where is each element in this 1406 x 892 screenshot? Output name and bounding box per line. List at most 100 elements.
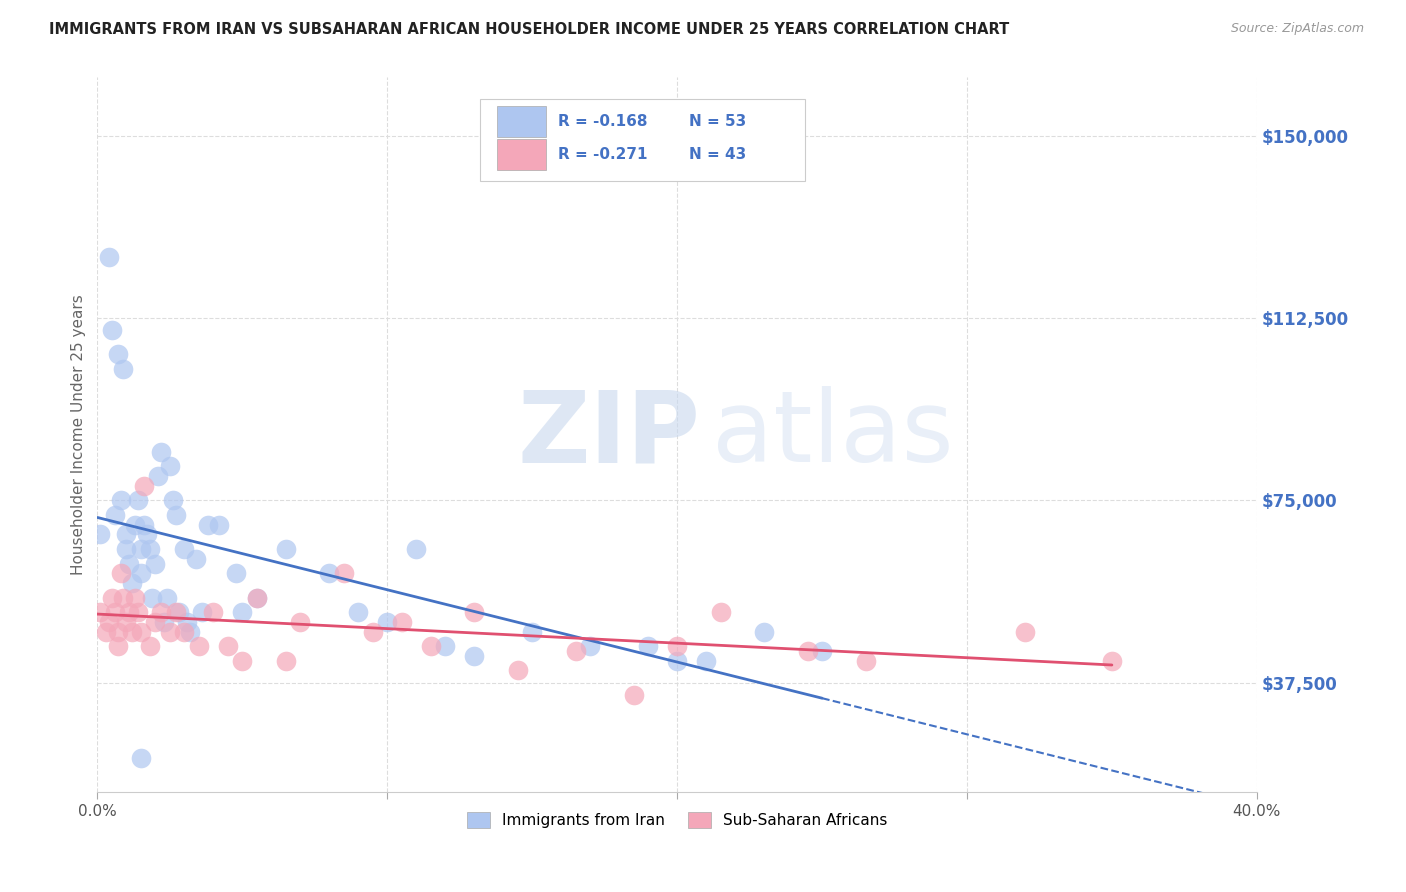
Text: Source: ZipAtlas.com: Source: ZipAtlas.com [1230, 22, 1364, 36]
Point [463, 605, 485, 619]
Point [115, 527, 138, 541]
Point [153, 615, 176, 629]
Point [463, 648, 485, 663]
Point [579, 639, 602, 653]
Point [162, 493, 184, 508]
Point [274, 541, 297, 556]
Y-axis label: Householder Income Under 25 years: Householder Income Under 25 years [72, 294, 86, 575]
Point [132, 517, 155, 532]
Point [405, 541, 427, 556]
Point [202, 605, 225, 619]
Legend: Immigrants from Iran, Sub-Saharan Africans: Immigrants from Iran, Sub-Saharan Africa… [461, 806, 893, 834]
Point [135, 527, 157, 541]
Point [127, 493, 149, 508]
Point [129, 541, 152, 556]
Point [666, 639, 689, 653]
Point [129, 624, 152, 639]
Text: N = 53: N = 53 [689, 114, 747, 129]
Point [695, 654, 717, 668]
Point [148, 469, 170, 483]
Point [173, 624, 195, 639]
Point [231, 605, 253, 619]
Point [89, 605, 111, 619]
Point [101, 323, 124, 337]
Text: R = -0.271: R = -0.271 [558, 147, 647, 162]
Point [855, 654, 877, 668]
FancyBboxPatch shape [498, 139, 546, 170]
Point [811, 644, 834, 658]
Point [419, 639, 441, 653]
Point [97, 250, 120, 264]
Point [666, 654, 689, 668]
Point [332, 566, 354, 581]
Point [150, 605, 173, 619]
FancyBboxPatch shape [498, 106, 546, 137]
Text: IMMIGRANTS FROM IRAN VS SUBSAHARAN AFRICAN HOUSEHOLDER INCOME UNDER 25 YEARS COR: IMMIGRANTS FROM IRAN VS SUBSAHARAN AFRIC… [49, 22, 1010, 37]
Point [150, 444, 173, 458]
Text: atlas: atlas [711, 386, 953, 483]
Point [138, 541, 160, 556]
Point [94, 624, 117, 639]
Point [246, 591, 269, 605]
Point [97, 615, 120, 629]
Point [197, 517, 219, 532]
Point [89, 527, 111, 541]
Point [110, 493, 132, 508]
Point [112, 362, 135, 376]
Point [796, 644, 818, 658]
Point [1014, 624, 1036, 639]
Point [115, 541, 138, 556]
Point [143, 557, 166, 571]
Point [121, 576, 143, 591]
Point [347, 605, 370, 619]
Point [217, 639, 239, 653]
Point [141, 591, 163, 605]
Text: ZIP: ZIP [517, 386, 700, 483]
Point [112, 591, 135, 605]
Point [231, 654, 253, 668]
Point [101, 591, 124, 605]
Point [391, 615, 413, 629]
Point [159, 624, 181, 639]
Point [176, 615, 198, 629]
Point [179, 624, 201, 639]
Point [156, 591, 179, 605]
Point [173, 541, 195, 556]
Point [129, 751, 152, 765]
Point [375, 615, 398, 629]
Point [104, 605, 127, 619]
Point [290, 615, 312, 629]
Point [434, 639, 457, 653]
Point [225, 566, 247, 581]
Point [107, 347, 129, 361]
Point [129, 566, 152, 581]
Point [167, 605, 190, 619]
Point [637, 639, 659, 653]
Point [143, 615, 166, 629]
Point [274, 654, 297, 668]
Point [361, 624, 384, 639]
Point [623, 688, 645, 702]
Point [752, 624, 775, 639]
Point [118, 557, 141, 571]
Point [165, 508, 187, 522]
Point [190, 605, 212, 619]
Point [115, 615, 138, 629]
FancyBboxPatch shape [479, 99, 804, 181]
Text: N = 43: N = 43 [689, 147, 747, 162]
Point [520, 624, 543, 639]
Point [107, 624, 129, 639]
Point [1101, 654, 1123, 668]
Point [124, 517, 146, 532]
Point [127, 605, 149, 619]
Point [124, 591, 146, 605]
Point [104, 508, 127, 522]
Point [107, 639, 129, 653]
Point [246, 591, 269, 605]
Point [132, 479, 155, 493]
Point [138, 639, 160, 653]
Point [187, 639, 209, 653]
Text: R = -0.168: R = -0.168 [558, 114, 647, 129]
Point [208, 517, 231, 532]
Point [506, 664, 529, 678]
